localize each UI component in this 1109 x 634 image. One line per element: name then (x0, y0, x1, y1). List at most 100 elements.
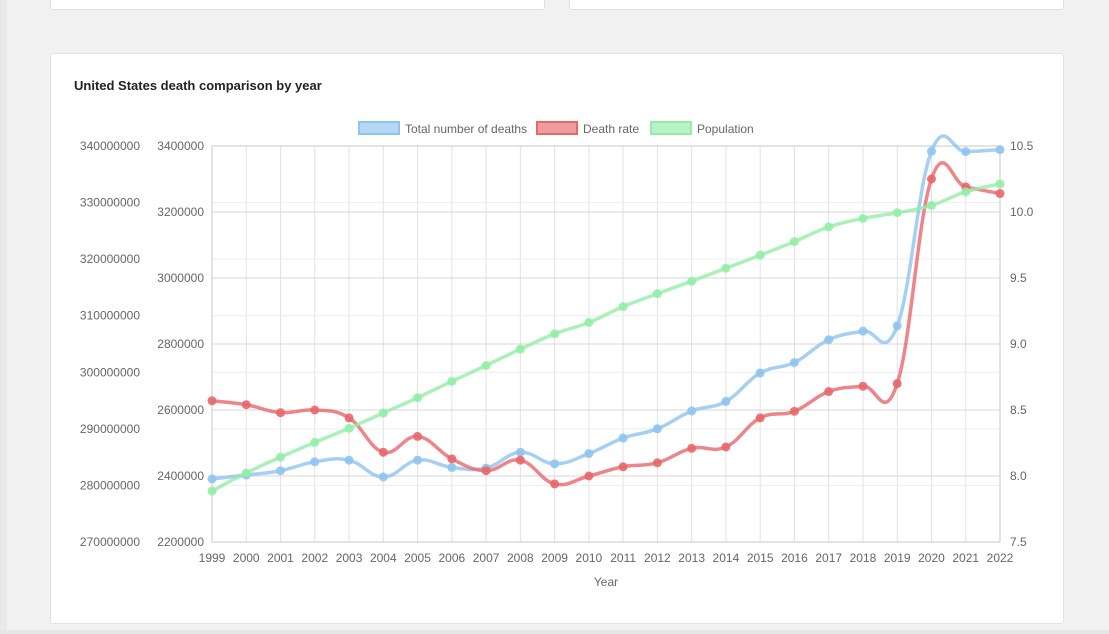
x-tick-label: 2016 (781, 551, 808, 565)
chart-title: United States death comparison by year (74, 78, 322, 93)
x-tick-label: 2017 (815, 551, 842, 565)
data-point-deaths (310, 457, 320, 467)
data-point-deaths (584, 449, 594, 459)
x-tick-label: 2020 (918, 551, 945, 565)
data-point-rate (618, 462, 628, 472)
x-tick-label: 2010 (576, 551, 603, 565)
data-point-deaths (892, 321, 902, 331)
legend-label-rate: Death rate (583, 122, 639, 136)
x-tick-label: 2014 (713, 551, 740, 565)
data-point-deaths (721, 396, 731, 406)
data-point-rate (550, 479, 560, 489)
data-point-population (892, 208, 902, 218)
data-point-rate (241, 400, 251, 410)
x-tick-label: 2019 (884, 551, 911, 565)
x-tick-label: 2011 (610, 551, 636, 565)
data-point-deaths (652, 424, 662, 434)
x-tick-label: 2008 (507, 551, 534, 565)
data-point-rate (824, 387, 834, 397)
data-point-deaths (515, 447, 525, 457)
data-point-deaths (961, 147, 971, 157)
data-point-population (721, 263, 731, 273)
data-point-rate (789, 406, 799, 416)
data-point-population (687, 276, 697, 286)
data-point-deaths (447, 462, 457, 472)
y-tick-label-deaths: 3000000 (157, 271, 204, 285)
y-tick-label-population: 270000000 (80, 535, 140, 549)
x-tick-label: 1999 (199, 551, 226, 565)
data-point-rate (858, 381, 868, 391)
data-point-population (241, 468, 251, 478)
data-point-population (515, 344, 525, 354)
legend-swatch-rate (536, 121, 578, 135)
data-point-population (276, 452, 286, 462)
x-tick-label: 2022 (987, 551, 1014, 565)
y-tick-label-rate: 9.0 (1010, 337, 1027, 351)
data-point-rate (584, 471, 594, 481)
y-tick-label-population: 330000000 (80, 196, 140, 210)
y-tick-label-population: 340000000 (80, 139, 140, 153)
y-tick-label-rate: 8.5 (1010, 403, 1027, 417)
data-point-population (858, 213, 868, 223)
data-point-deaths (926, 146, 936, 156)
data-point-population (789, 237, 799, 247)
data-point-deaths (413, 455, 423, 465)
data-point-population (584, 318, 594, 328)
x-tick-label: 2012 (644, 551, 671, 565)
x-tick-label: 2003 (336, 551, 363, 565)
data-point-deaths (687, 406, 697, 416)
data-point-population (926, 200, 936, 210)
data-point-population (824, 222, 834, 232)
data-point-population (310, 437, 320, 447)
legend-label-deaths: Total number of deaths (405, 122, 527, 136)
bottom-strip (0, 630, 1109, 634)
data-point-rate (892, 379, 902, 389)
x-tick-label: 2015 (747, 551, 774, 565)
data-point-population (961, 187, 971, 197)
data-point-deaths (789, 357, 799, 367)
x-tick-label: 2013 (678, 551, 705, 565)
y-tick-label-deaths: 2600000 (157, 403, 204, 417)
y-tick-label-rate: 10.5 (1010, 139, 1034, 153)
data-point-rate (207, 396, 217, 406)
x-tick-label: 2006 (438, 551, 465, 565)
data-point-rate (413, 431, 423, 441)
y-tick-label-deaths: 2400000 (157, 469, 204, 483)
data-point-rate (515, 455, 525, 465)
sidebar-rail (0, 0, 7, 634)
data-point-deaths (550, 459, 560, 469)
y-tick-label-deaths: 3200000 (157, 205, 204, 219)
data-point-deaths (995, 145, 1005, 155)
y-tick-label-deaths: 2800000 (157, 337, 204, 351)
x-tick-label: 2000 (233, 551, 260, 565)
data-point-rate (310, 405, 320, 415)
data-point-rate (344, 413, 354, 423)
series-line-deaths (211, 134, 1001, 481)
data-point-rate (652, 458, 662, 468)
y-tick-label-rate: 8.0 (1010, 469, 1027, 483)
y-tick-label-population: 320000000 (80, 252, 140, 266)
legend-label-population: Population (697, 122, 754, 136)
data-point-population (481, 360, 491, 370)
data-point-population (755, 250, 765, 260)
data-point-rate (721, 442, 731, 452)
data-point-rate (481, 466, 491, 476)
data-point-rate (687, 443, 697, 453)
x-tick-label: 2018 (850, 551, 877, 565)
data-point-rate (926, 174, 936, 184)
data-point-deaths (207, 474, 217, 484)
y-tick-label-population: 310000000 (80, 309, 140, 323)
y-tick-label-deaths: 2200000 (157, 535, 204, 549)
legend-swatch-population (650, 121, 692, 135)
data-point-deaths (344, 455, 354, 465)
x-axis-label: Year (594, 575, 618, 589)
data-point-population (447, 376, 457, 386)
x-tick-label: 2007 (473, 551, 500, 565)
data-point-deaths (378, 472, 388, 482)
plot-frame (211, 145, 1001, 543)
x-tick-label: 2005 (404, 551, 431, 565)
data-point-rate (755, 413, 765, 423)
legend-swatch-deaths (358, 121, 400, 135)
x-tick-label: 2009 (541, 551, 568, 565)
y-tick-label-population: 290000000 (80, 422, 140, 436)
